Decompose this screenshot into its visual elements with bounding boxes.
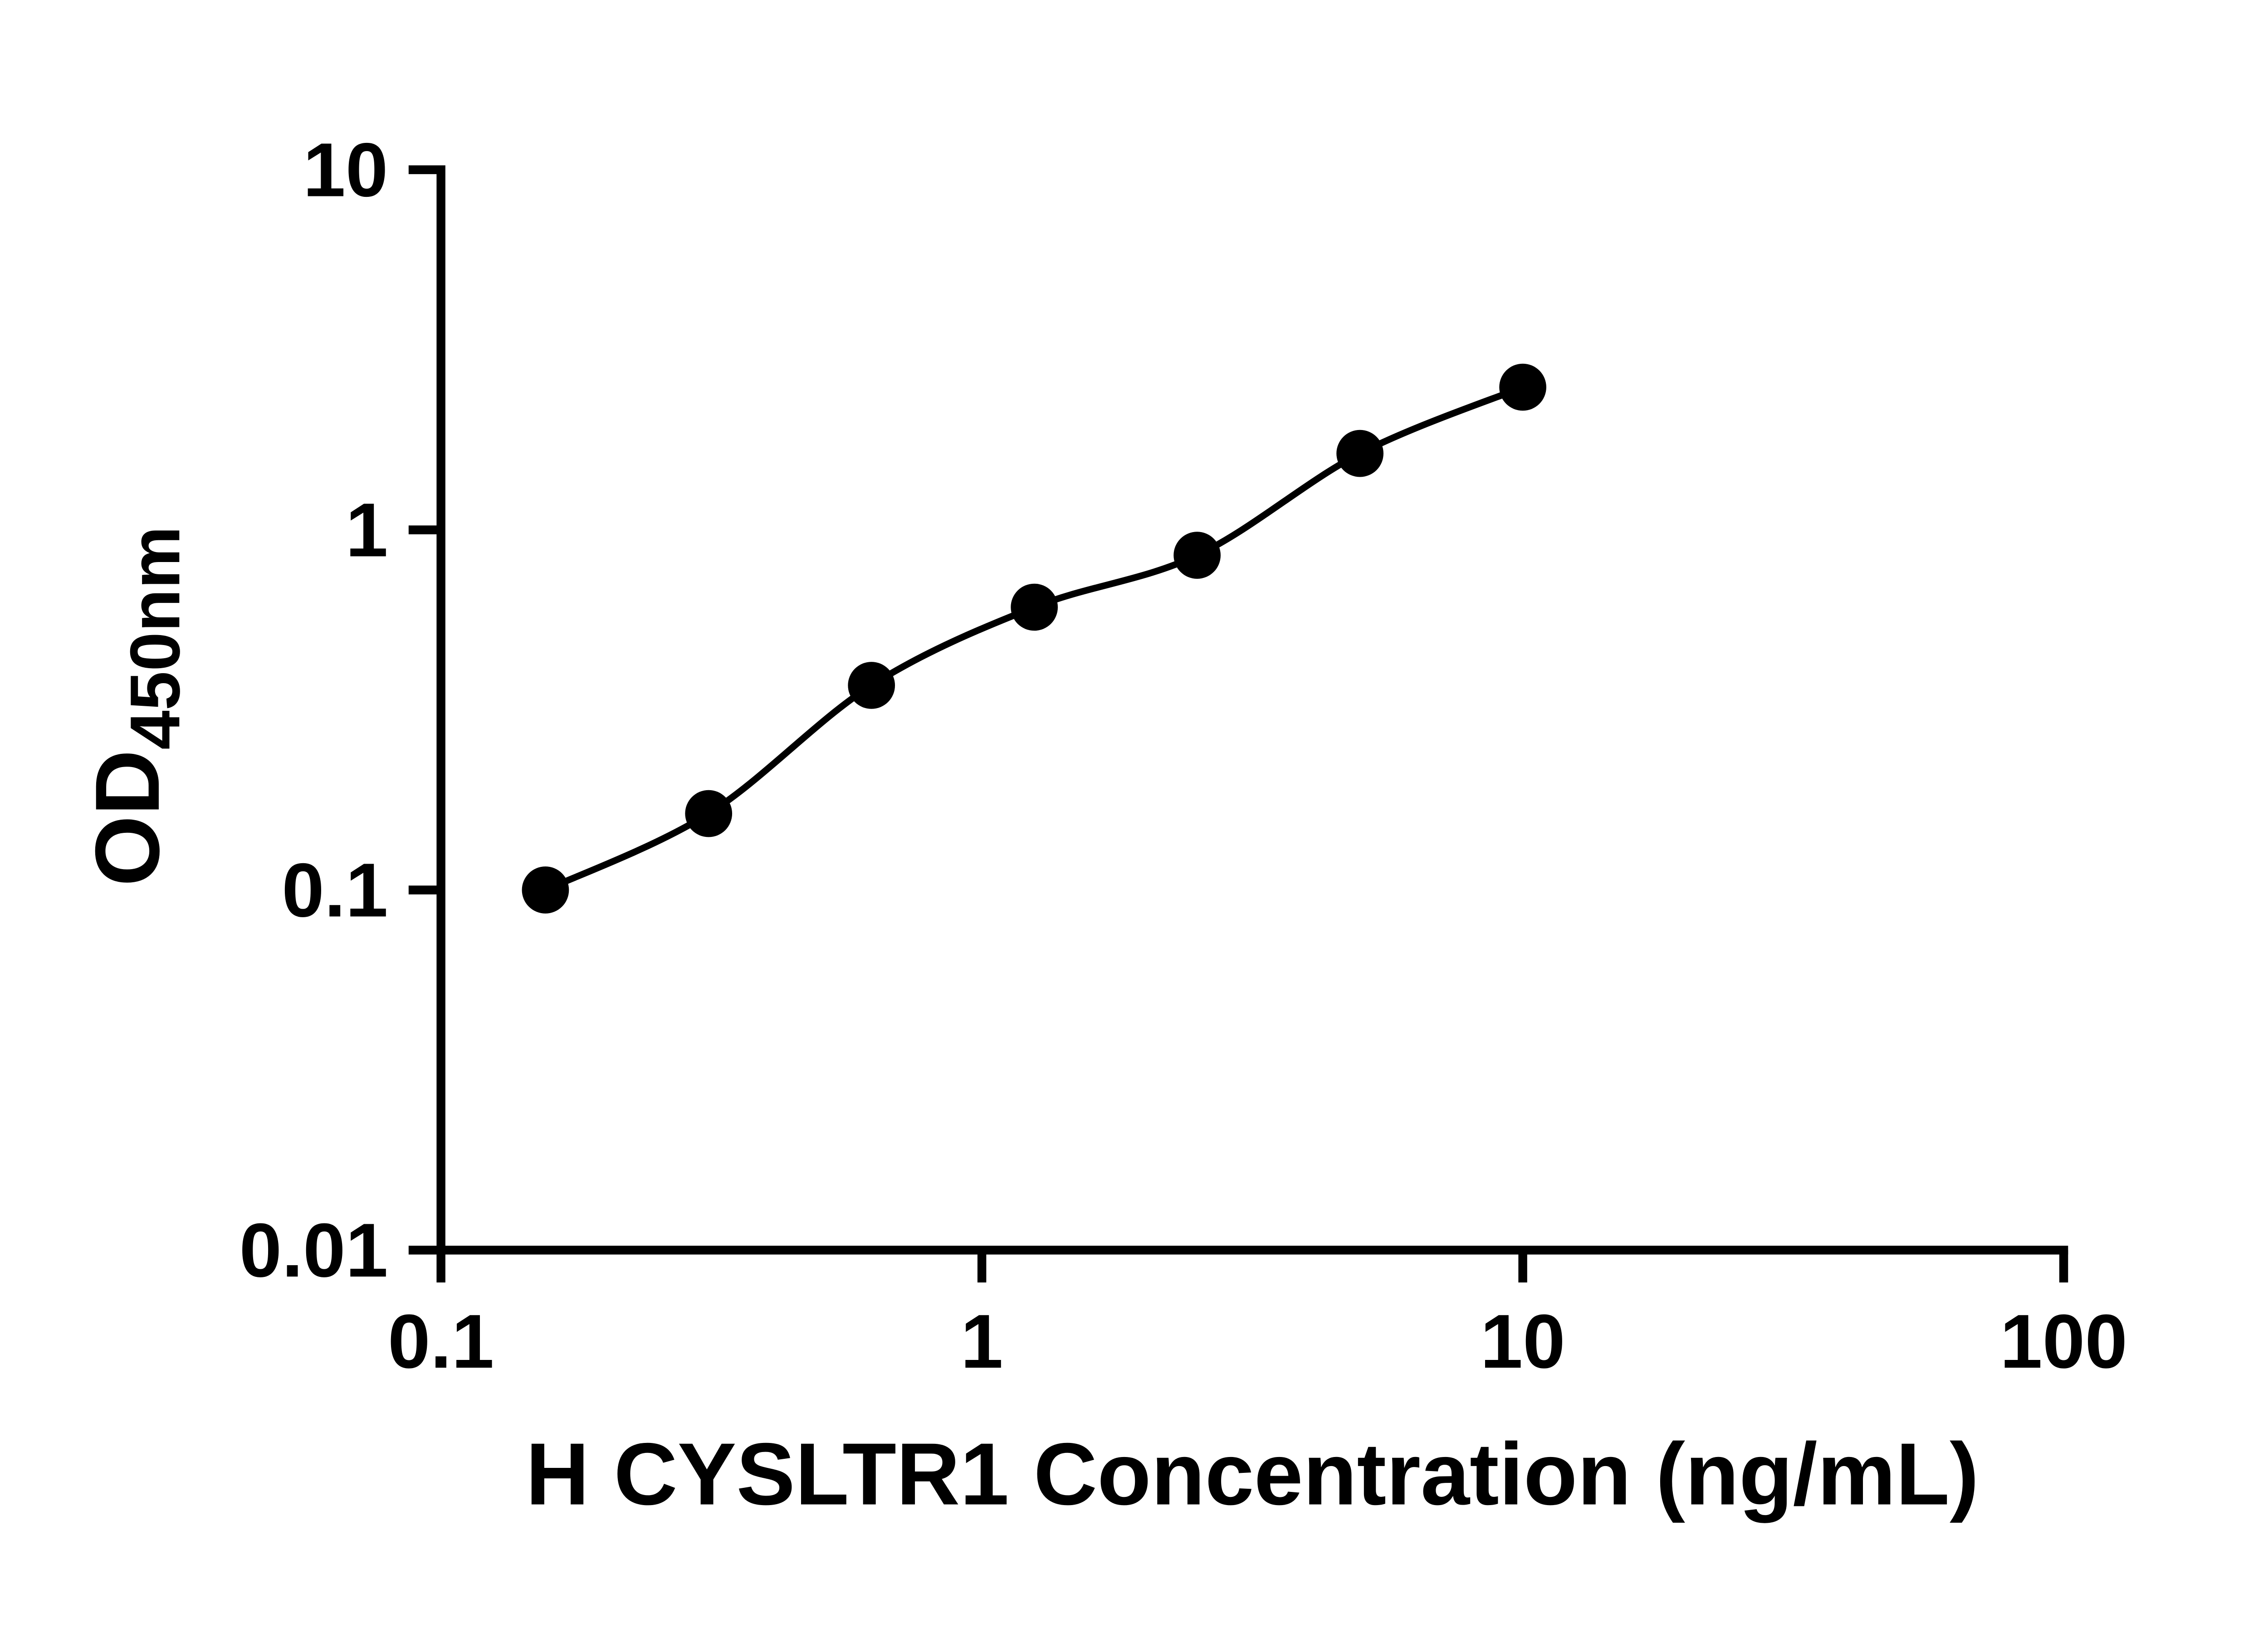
x-tick-label: 0.1 — [388, 1298, 494, 1384]
x-axis-title: H CYSLTR1 Concentration (ng/mL) — [526, 1425, 1979, 1524]
data-layer — [522, 363, 1546, 914]
x-tick-label: 100 — [2000, 1298, 2127, 1384]
x-tick-label: 10 — [1480, 1298, 1565, 1384]
data-point — [1173, 532, 1221, 579]
axis-lines — [436, 165, 2068, 1255]
y-tick-label: 10 — [303, 127, 388, 213]
data-point — [685, 790, 733, 837]
y-axis-title-sub: 450nm — [115, 526, 194, 750]
data-point — [522, 866, 569, 914]
y-axis-title-main: OD — [76, 750, 178, 886]
data-point — [1336, 430, 1383, 477]
y-tick-label: 1 — [346, 487, 388, 572]
data-point — [1499, 363, 1546, 411]
x-tick-label: 1 — [961, 1298, 1003, 1384]
data-point — [1011, 583, 1058, 631]
y-axis-title: OD450nm — [76, 526, 194, 886]
y-tick-label: 0.1 — [282, 847, 388, 933]
data-point — [848, 662, 895, 709]
y-tick-label: 0.01 — [240, 1207, 388, 1293]
